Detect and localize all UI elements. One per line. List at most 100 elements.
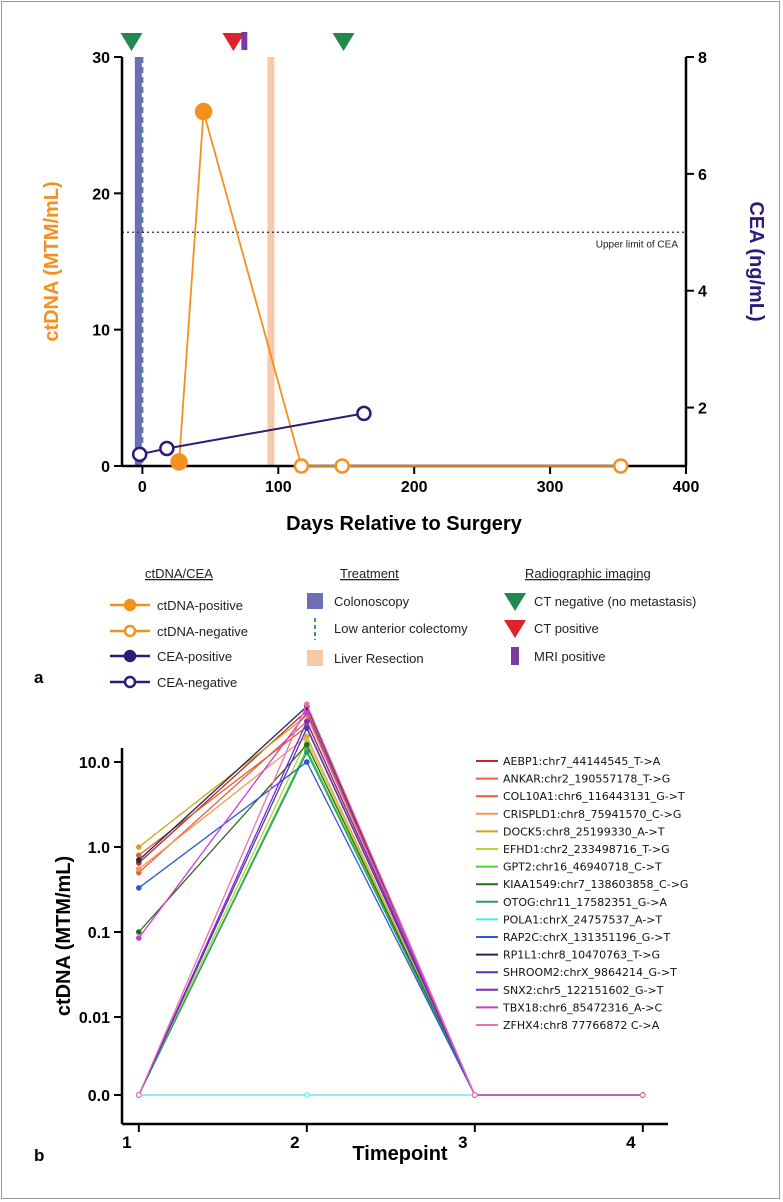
legend-mri-positive-swatch [511,647,519,665]
legend-entry: EFHD1:chr2_233498716_T->G [503,843,670,856]
right-y-tick-label: 6 [698,167,707,184]
ctdna-negative-point [293,458,310,474]
panel-a-chart: Upper limit of CEA 0 10 20 30 2 4 6 8 0 100 200 300 4… [41,32,767,690]
series-point [136,929,142,935]
series-point [304,741,310,748]
series-line [138,702,643,1096]
y-tick-label: 1.0 [88,840,110,857]
legend-entry: GPT2:chr16_46940718_C->T [503,861,662,874]
legend-marker-swatch [123,624,137,638]
x-axis-label: Days Relative to Surgery [286,513,523,535]
left-y-tick-label: 0 [101,459,110,476]
y-tick-label: 10.0 [79,755,110,772]
y-tick-label: 0.0 [88,1088,110,1105]
legend-group-title: ctDNA/CEA [145,566,213,581]
right-y-tick-label: 4 [698,284,707,301]
treatment-colonoscopy-bar [134,57,142,466]
x-tick-label: 300 [537,479,564,496]
series-point [136,1092,142,1098]
legend-item-label: Low anterior colectomy [334,621,468,636]
right-y-tick-label: 8 [698,50,707,67]
series-point [304,1092,310,1098]
legend-entry: ANKAR:chr2_190557178_T->G [503,773,670,786]
x-tick-label: 100 [265,479,292,496]
legend-marker-swatch [123,675,137,689]
legend-entry: TBX18:chr6_85472316_A->C [502,1001,663,1014]
legend-entry: DOCK5:chr8_25199330_A->T [503,825,665,838]
legend-item-label: CEA-negative [157,675,237,690]
x-tick-label: 400 [673,479,700,496]
legend-entry: AEBP1:chr7_44144545_T->A [503,755,661,768]
legend-entry: OTOG:chr11_17582351_G->A [503,896,668,909]
legend-entry: COL10A1:chr6_116443131_G->T [503,790,685,803]
series-point [304,718,310,725]
legend-item-label: Liver Resection [334,651,424,666]
series-point [640,1092,646,1098]
legend-ct-positive-swatch [504,620,526,638]
legend-entry: ZFHX4:chr8 77766872 C->A [503,1019,660,1032]
legend-marker-swatch [123,598,137,612]
cea-negative-point [356,405,372,422]
panel-a-label: a [34,668,44,687]
series-point [472,1092,478,1098]
cea-negative-point [159,440,175,457]
right-y-axis-label: CEA (ng/mL) [745,201,767,321]
x-tick-label: 200 [401,479,428,496]
legend-entry: POLA1:chrX_24757537_A->T [503,913,662,926]
series-point [136,935,142,941]
series-point [304,725,310,731]
series-point [136,885,142,891]
legend-entry: SNX2:chr5_122151602_G->T [503,984,664,997]
x-tick-label: 4 [626,1133,636,1152]
ctdna-negative-point [613,458,629,474]
legend-entry: RP1L1:chr8_10470763_T->G [503,949,660,962]
left-y-tick-label: 10 [92,323,110,340]
legend-entry: CRISPLD1:chr8_75941570_C->G [503,808,681,821]
legend-item-label: MRI positive [534,649,606,664]
series-point [304,709,310,716]
ctdna-series-line [178,111,621,467]
x-tick-label: 0 [138,479,147,496]
legend-ct-negative-swatch [504,593,526,611]
panel-b-chart: 0.0 0.01 0.1 1.0 10.0 1 2 3 4 Timepoint ctDNA (MTM… [53,701,688,1165]
legend-liver-swatch [307,650,323,666]
cea-negative-point [131,446,148,463]
imaging-ct-positive-marker [222,33,245,51]
legend-item-label: ctDNA-positive [157,598,243,613]
y-tick-label: 0.1 [88,925,110,942]
x-tick-label: 1 [122,1133,131,1152]
series-point [136,866,142,872]
x-tick-label: 2 [290,1133,299,1152]
y-tick-label: 0.01 [79,1010,110,1027]
legend-item-label: CT negative (no metastasis) [534,594,696,609]
legend-item-label: CT positive [534,621,599,636]
legend-item-label: CEA-positive [157,649,232,664]
imaging-ct-negative-marker [332,33,355,51]
imaging-mri-positive-marker [241,32,248,50]
left-y-tick-label: 20 [92,186,110,203]
legend-entry: SHROOM2:chrX_9864214_G->T [503,966,677,979]
legend-colonoscopy-swatch [307,593,323,609]
x-axis-label: Timepoint [352,1143,448,1165]
legend-group-title: Treatment [340,566,399,581]
legend-marker-swatch [123,649,137,663]
series-point [136,852,142,859]
ctdna-positive-point [194,102,213,121]
series-point [304,701,310,707]
treatment-liver-resection-band [267,57,275,466]
right-y-tick-label: 2 [698,401,707,418]
series-point [304,759,310,765]
x-tick-label: 3 [458,1133,467,1152]
series-point [136,857,142,863]
series-point [136,844,142,850]
cea-upper-limit-label: Upper limit of CEA [596,239,679,250]
legend-group-title: Radiographic imaging [525,566,651,581]
left-y-axis-label: ctDNA (MTM/mL) [41,181,63,341]
legend-item-label: ctDNA-negative [157,624,248,639]
legend-entry: RAP2C:chrX_131351196_G->T [503,931,671,944]
y-axis-label: ctDNA (MTM/mL) [53,856,75,1016]
legend-entry: KIAA1549:chr7_138603858_C->G [503,878,688,891]
series-point [304,749,310,756]
ctdna-negative-point [334,458,350,474]
